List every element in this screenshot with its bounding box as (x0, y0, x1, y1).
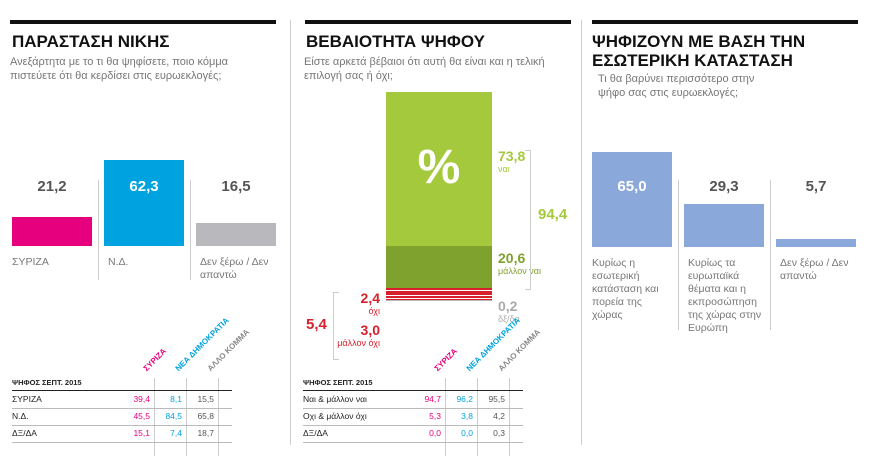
chart-subtitle: Ανεξάρτητα με το τι θα ψηφίσετε, ποιο κό… (10, 56, 229, 82)
bracket (525, 150, 531, 290)
chart-subtitle: Είστε αρκετά βέβαιοι ότι αυτή θα είναι κ… (304, 56, 545, 82)
chart-title: ΨΗΦΙΖΟΥΝ ΜΕ ΒΑΣΗ ΤΗΝ ΕΣΩΤΕΡΙΚΗ ΚΑΤΑΣΤΑΣΗ (592, 32, 806, 70)
category-label: Δεν ξέρω / Δεν απαντώ (200, 256, 269, 281)
cell: 8,1 (170, 394, 182, 404)
cell: 7,4 (170, 428, 182, 438)
cell: 0,0 (429, 428, 441, 438)
row-rule (303, 390, 523, 391)
bar-segment (386, 299, 492, 301)
cell: 96,2 (456, 394, 473, 404)
column-rule (445, 378, 446, 456)
row-rule (12, 425, 232, 426)
column-header: ΝΕΑ ΔΗΜΟΚΡΑΤΙΑ (173, 315, 231, 373)
value-label: 5,7 (805, 178, 827, 195)
table-title: ΨΗΦΟΣ ΣΕΠΤ. 2015 (12, 378, 82, 387)
column-rule (154, 378, 155, 456)
cell: 15,5 (197, 394, 214, 404)
bar-segment (386, 92, 492, 246)
row-label: ΔΞ/ΔΑ (12, 428, 37, 438)
cell: 65,8 (197, 411, 214, 421)
bar (592, 152, 672, 247)
column-header: ΣΥΡΙΖΑ (432, 346, 460, 373)
top-rule (592, 20, 858, 24)
column-rule (477, 378, 478, 456)
top-rule (305, 20, 571, 24)
segment-value: 3,0 (360, 322, 380, 338)
segment-value: 20,6 (498, 250, 526, 266)
row-rule (303, 408, 523, 409)
panel-separator (290, 20, 291, 445)
value-label: 65,0 (617, 178, 647, 195)
bar-segment (386, 245, 492, 289)
column-rule (509, 378, 510, 456)
bar (776, 238, 856, 247)
row-label: Ν.Δ. (12, 411, 29, 421)
value-label: 29,3 (709, 178, 739, 195)
row-label: ΣΥΡΙΖΑ (12, 394, 42, 404)
cell: 0,0 (461, 428, 473, 438)
category-rule (678, 180, 679, 330)
column-header: ΝΕΑ ΔΗΜΟΚΡΑΤΙΑ (464, 315, 522, 373)
row-label: Οχι & μάλλον όχι (303, 411, 367, 421)
segment-value: 0,2 (498, 298, 518, 314)
bar (104, 160, 184, 246)
row-rule (12, 442, 232, 443)
value-label: 16,5 (221, 178, 251, 195)
segment-name: δξ/δα (498, 314, 520, 324)
cell: 0,3 (493, 428, 505, 438)
row-rule (12, 408, 232, 409)
cell: 3,8 (461, 411, 473, 421)
column-rule (218, 378, 219, 456)
group-total: 94,4 (538, 206, 568, 223)
cell: 4,2 (493, 411, 505, 421)
category-rule (770, 180, 771, 330)
category-rule (190, 180, 191, 280)
row-rule (303, 425, 523, 426)
top-rule (10, 20, 276, 24)
category-label: Κυρίως τα ευρωπαϊκά θέματα και η εκπροσώ… (688, 257, 762, 334)
cell: 5,3 (429, 411, 441, 421)
cell: 45,5 (133, 411, 150, 421)
segment-name: ναι (498, 164, 510, 174)
group-total: 5,4 (306, 316, 327, 333)
column-rule (186, 378, 187, 456)
bar-symbol: % (417, 141, 461, 194)
row-label: Ναι & μάλλον ναι (303, 394, 367, 404)
cell: 39,4 (133, 394, 150, 404)
bar-segment (386, 288, 492, 294)
bar (684, 204, 764, 247)
panel-separator (581, 20, 582, 445)
cell: 15,1 (133, 428, 150, 438)
category-label: Ν.Δ. (108, 256, 129, 268)
value-label: 21,2 (37, 178, 67, 195)
category-rule (98, 180, 99, 280)
chart-title: ΠΑΡΑΣΤΑΣΗ ΝΙΚΗΣ (12, 32, 170, 51)
segment-name: μάλλον όχι (337, 338, 380, 348)
row-label: ΔΞ/ΔΑ (303, 428, 328, 438)
cell: 18,7 (197, 428, 214, 438)
bracket (333, 292, 339, 360)
chart-title: ΒΕΒΑΙΟΤΗΤΑ ΨΗΦΟΥ (306, 32, 485, 51)
bar (196, 223, 276, 246)
cell: 95,5 (488, 394, 505, 404)
segment-name: μάλλον ναι (498, 266, 541, 276)
chart-subtitle: Τι θα βαρύνει περισσότερο στην ψήφο σας … (598, 73, 755, 99)
category-label: Δεν ξέρω / Δεν απαντώ (780, 257, 849, 282)
row-rule (303, 442, 523, 443)
column-header: ΣΥΡΙΖΑ (141, 346, 169, 373)
cell: 94,7 (424, 394, 441, 404)
value-label: 62,3 (129, 178, 159, 195)
bar-segment (386, 293, 492, 300)
cell: 84,5 (165, 411, 182, 421)
category-label: Κυρίως η εσωτερική κατάσταση και πορεία … (592, 257, 659, 321)
bar (12, 216, 92, 246)
segment-value: 73,8 (498, 148, 526, 164)
table-title: ΨΗΦΟΣ ΣΕΠΤ. 2015 (303, 378, 373, 387)
segment-value: 2,4 (360, 290, 380, 306)
segment-name: όχι (368, 306, 381, 316)
category-label: ΣΥΡΙΖΑ (12, 256, 49, 268)
row-rule (12, 390, 232, 391)
